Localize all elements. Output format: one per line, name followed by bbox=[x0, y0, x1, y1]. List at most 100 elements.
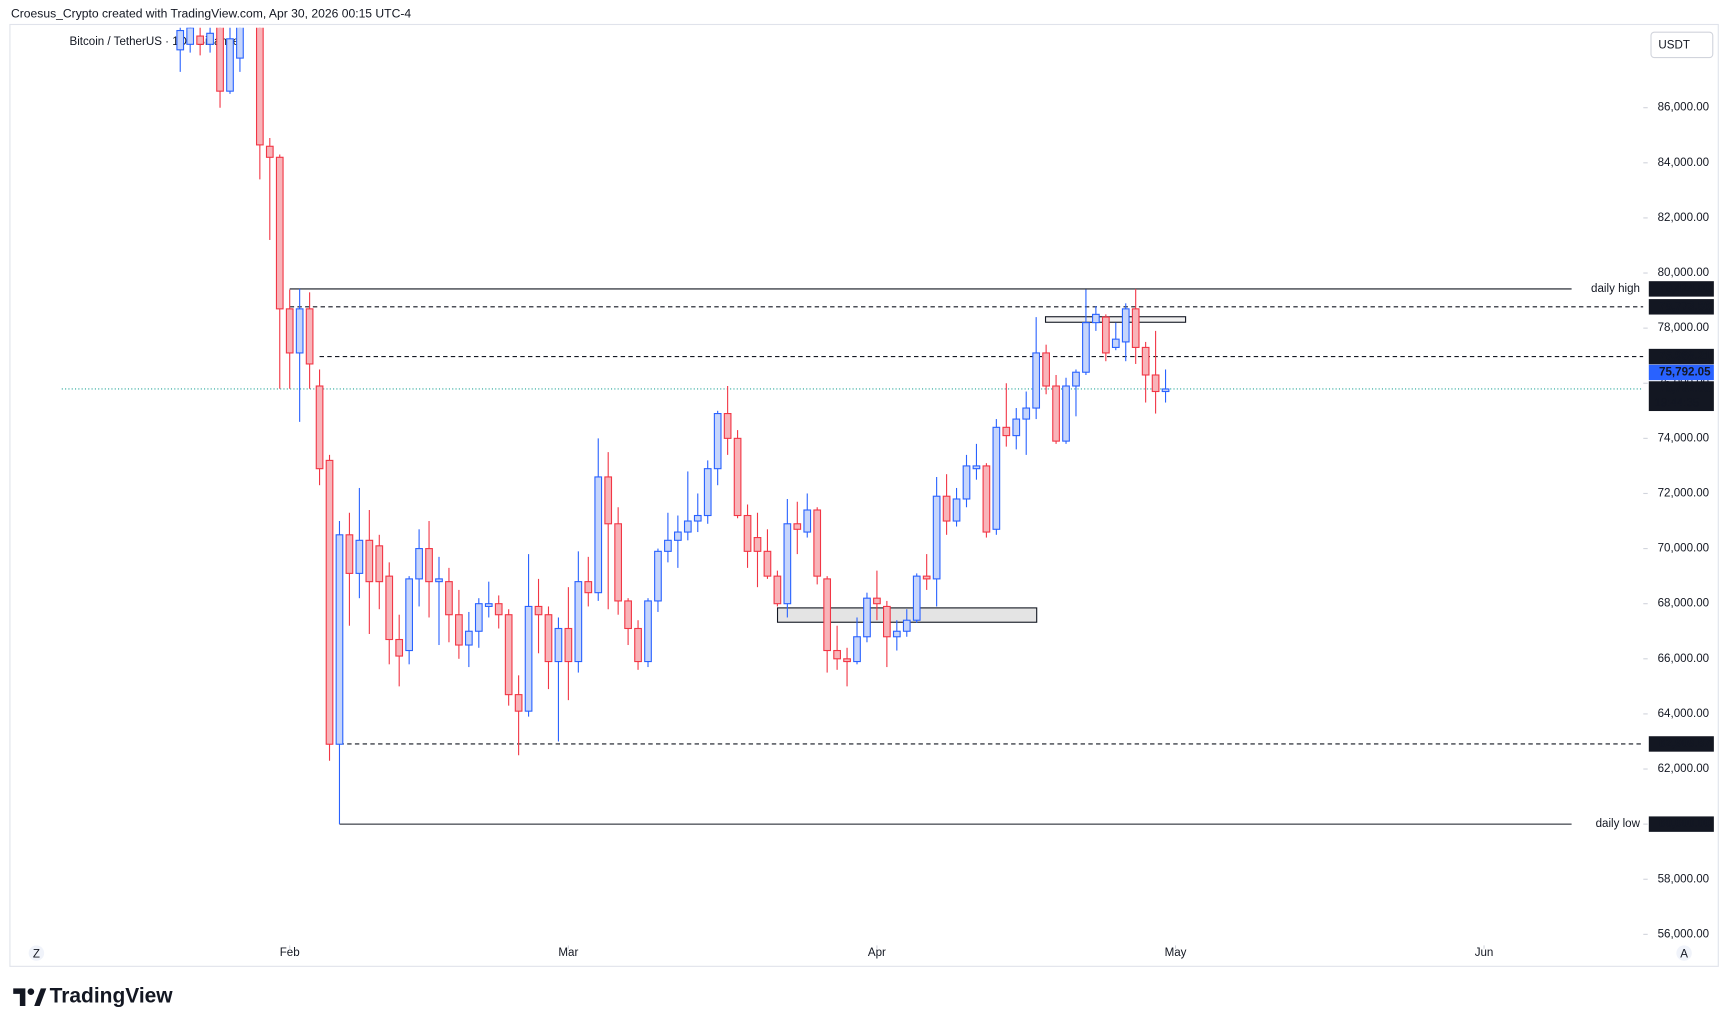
candle-body bbox=[624, 600, 632, 630]
price-label-box bbox=[1648, 348, 1714, 365]
candle-body bbox=[853, 636, 861, 663]
candle-body bbox=[226, 38, 234, 92]
y-tick-label: 82,000.00 bbox=[1658, 212, 1710, 224]
y-tick-label: 68,000.00 bbox=[1658, 598, 1710, 610]
y-tick-label: 58,000.00 bbox=[1658, 873, 1710, 885]
y-tick-label: 80,000.00 bbox=[1658, 267, 1710, 279]
candle-body bbox=[644, 600, 652, 663]
y-tick-label: 72,000.00 bbox=[1658, 488, 1710, 500]
candle-body bbox=[634, 627, 642, 663]
candle-body bbox=[594, 476, 603, 594]
y-tick-label: 56,000.00 bbox=[1658, 928, 1710, 940]
price-label: 62,909.87 bbox=[1659, 738, 1711, 750]
price-label: 76,968.21 bbox=[1659, 351, 1711, 363]
candle-body bbox=[395, 638, 404, 657]
candle-body bbox=[236, 27, 244, 59]
candle-body bbox=[554, 627, 563, 663]
y-tick-label: 84,000.00 bbox=[1658, 157, 1710, 169]
frame bbox=[9, 23, 1719, 967]
candle-body bbox=[1042, 352, 1050, 387]
candle-body bbox=[1161, 388, 1170, 393]
candle-body bbox=[942, 495, 951, 522]
countdown: 19:44:35 bbox=[1654, 397, 1699, 409]
candle-body bbox=[803, 509, 812, 533]
candle-body bbox=[494, 603, 503, 616]
candle-body bbox=[604, 476, 613, 525]
candle-body bbox=[863, 597, 871, 638]
candle-body bbox=[315, 385, 324, 470]
candle-body bbox=[325, 459, 334, 745]
candle-body bbox=[1131, 308, 1140, 348]
candle-body bbox=[464, 630, 473, 646]
candle-body bbox=[1002, 426, 1011, 437]
level-note: daily low bbox=[1596, 818, 1641, 830]
y-tick-label: 78,000.00 bbox=[1658, 322, 1710, 334]
candle-body bbox=[474, 603, 483, 632]
candle-body bbox=[584, 581, 593, 594]
candle-body bbox=[255, 27, 264, 146]
candle-body bbox=[1062, 385, 1070, 442]
plot-area bbox=[61, 27, 1644, 825]
candle-body bbox=[455, 614, 463, 646]
price-label-box bbox=[1648, 816, 1714, 832]
candle-body bbox=[723, 413, 732, 439]
candle-body bbox=[972, 465, 981, 470]
candle-body bbox=[295, 308, 304, 354]
y-tick-label: 66,000.00 bbox=[1658, 653, 1710, 665]
candle-body bbox=[445, 581, 453, 616]
candle-body bbox=[1072, 371, 1080, 387]
candle-body bbox=[365, 539, 374, 583]
candle-body bbox=[186, 27, 195, 45]
candle-body bbox=[415, 548, 423, 580]
candle-body bbox=[345, 534, 354, 574]
candle-body bbox=[285, 308, 294, 354]
zone bbox=[1044, 316, 1187, 323]
candle-body bbox=[405, 578, 413, 652]
price-label: 79,424.00 bbox=[1659, 283, 1711, 295]
y-tick-label: 62,000.00 bbox=[1658, 763, 1710, 775]
candle-body bbox=[425, 548, 433, 583]
candle-body bbox=[883, 605, 891, 638]
y-tick-label: 70,000.00 bbox=[1658, 543, 1710, 555]
candle-body bbox=[1022, 407, 1031, 420]
candle-body bbox=[982, 465, 991, 533]
candle-body bbox=[733, 437, 742, 517]
candle-body bbox=[753, 537, 762, 552]
currency: USDT bbox=[1658, 39, 1690, 51]
candle-body bbox=[1121, 308, 1130, 343]
candle-body bbox=[683, 520, 692, 533]
candle-body bbox=[1092, 313, 1100, 324]
candle-body bbox=[514, 694, 523, 712]
candle-body bbox=[1111, 338, 1120, 348]
candle-body bbox=[176, 29, 185, 51]
price-label-box bbox=[1648, 299, 1714, 315]
candle-body bbox=[654, 550, 662, 602]
header: Croesus_Crypto created with TradingView.… bbox=[11, 7, 411, 21]
candle-body bbox=[902, 619, 911, 632]
currency-box[interactable] bbox=[1650, 31, 1714, 59]
candle-body bbox=[873, 597, 881, 605]
last-price-box bbox=[1648, 381, 1714, 412]
level-note: daily high bbox=[1591, 283, 1640, 295]
candle-body bbox=[773, 575, 782, 605]
candle-body bbox=[206, 32, 214, 45]
candle-body bbox=[912, 575, 921, 621]
candle-body bbox=[574, 581, 583, 663]
last-price-label: 75,792.05 bbox=[1659, 366, 1711, 378]
candle-body bbox=[833, 649, 841, 660]
candle-body bbox=[932, 495, 941, 580]
button[interactable] bbox=[28, 945, 45, 961]
candle-body bbox=[892, 630, 901, 638]
candle-body bbox=[275, 156, 284, 310]
x-tick-label: Mar bbox=[558, 947, 578, 959]
candle-body bbox=[763, 550, 772, 577]
candle-body bbox=[1101, 316, 1110, 354]
candle-body bbox=[544, 614, 553, 663]
button[interactable] bbox=[1676, 945, 1692, 961]
y-tick-label: 74,000.00 bbox=[1658, 432, 1710, 444]
candle-body bbox=[534, 605, 543, 616]
candle-body bbox=[693, 514, 702, 522]
candle-body bbox=[992, 426, 1001, 530]
candle-body bbox=[664, 539, 672, 552]
candle-body bbox=[962, 465, 971, 500]
